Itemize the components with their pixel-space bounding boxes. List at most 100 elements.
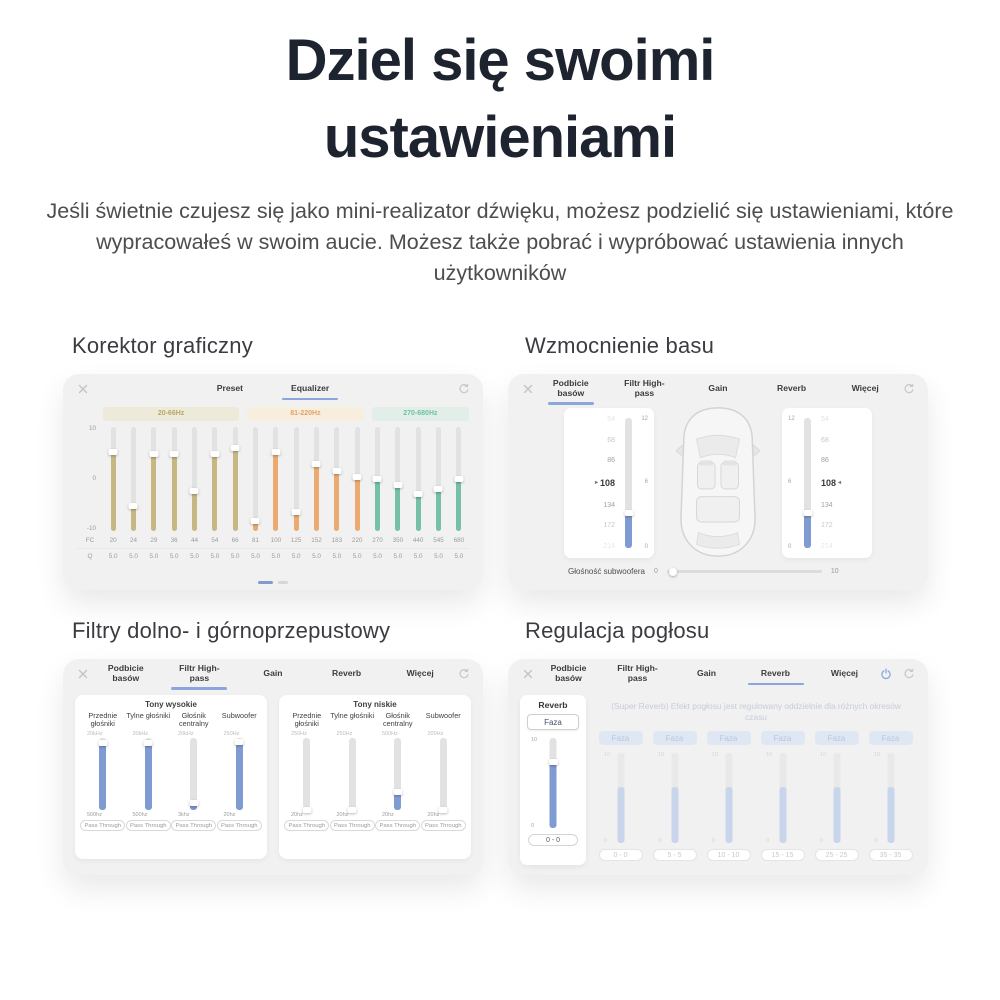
slider-handle[interactable]: [98, 740, 108, 747]
bass-frequency-wheel-right[interactable]: 54 68 86 108 ◂ 134 172 214: [814, 416, 866, 550]
phase-button-disabled[interactable]: Faza: [706, 731, 751, 745]
bass-frequency-214[interactable]: 214: [603, 542, 615, 550]
pagination-dot[interactable]: [258, 581, 273, 584]
reverb-slider-disabled[interactable]: [725, 753, 732, 843]
eq-slider-track[interactable]: [372, 427, 382, 531]
tab-wi-cej[interactable]: Więcej: [851, 383, 879, 394]
refresh-icon[interactable]: [902, 668, 915, 681]
bass-frequency-wheel-left[interactable]: 54 68 86 ▸ 108 134 172 214: [570, 416, 622, 550]
tab-reverb[interactable]: Reverb: [741, 667, 810, 685]
slider-handle[interactable]: [149, 451, 159, 458]
time-range-button[interactable]: 35 - 35: [868, 849, 913, 861]
slider-handle[interactable]: [454, 476, 464, 482]
eq-slider-29hz[interactable]: [144, 427, 164, 531]
close-icon[interactable]: [76, 668, 89, 681]
tab-preset[interactable]: Preset: [216, 383, 244, 394]
subwoofer-volume-slider[interactable]: [666, 567, 822, 576]
eq-slider-54hz[interactable]: [205, 427, 225, 531]
phase-button-disabled[interactable]: Faza: [868, 731, 913, 745]
phase-button-disabled[interactable]: Faza: [760, 731, 805, 745]
bass-frequency-86[interactable]: 86: [607, 457, 615, 465]
bass-frequency-108[interactable]: 108 ◂: [821, 477, 842, 488]
slider-handle[interactable]: [234, 738, 244, 745]
slider-handle[interactable]: [393, 482, 403, 489]
slider-handle[interactable]: [347, 807, 357, 813]
tab-reverb[interactable]: Reverb: [332, 668, 362, 679]
slider-handle[interactable]: [169, 451, 179, 458]
phase-button-disabled[interactable]: Faza: [598, 731, 643, 745]
eq-slider-track[interactable]: [393, 427, 403, 531]
bass-frequency-54[interactable]: 54: [821, 416, 829, 423]
eq-slider-545hz[interactable]: [428, 427, 448, 531]
eq-slider-track[interactable]: [210, 427, 220, 531]
eq-slider-220hz[interactable]: [347, 427, 367, 531]
eq-slider-track[interactable]: [291, 427, 301, 531]
pass-through-button[interactable]: Pass Through: [80, 820, 126, 831]
slider-handle[interactable]: [108, 448, 118, 455]
eq-slider-20hz[interactable]: [103, 427, 123, 531]
slider-handle[interactable]: [210, 451, 220, 458]
tab-gain[interactable]: Gain: [696, 668, 717, 679]
refresh-icon[interactable]: [457, 383, 470, 396]
pagination-dot[interactable]: [278, 581, 288, 584]
pass-through-button[interactable]: Pass Through: [171, 820, 217, 831]
reverb-slider-disabled[interactable]: [617, 753, 624, 843]
slider-handle[interactable]: [803, 509, 812, 516]
reverb-phase-button[interactable]: Faza: [527, 714, 579, 730]
filter-slider[interactable]: [234, 738, 244, 810]
slider-handle[interactable]: [302, 807, 312, 813]
tab-filtr-high-pass[interactable]: Filtr High-pass: [617, 663, 658, 683]
eq-slider-track[interactable]: [189, 427, 199, 531]
tab-podbicie-bas-w[interactable]: Podbicie basów: [107, 663, 144, 683]
reverb-level-slider[interactable]: 10 0: [520, 735, 586, 831]
tab-reverb[interactable]: Reverb: [777, 383, 807, 394]
time-range-button[interactable]: 5 - 5: [652, 849, 697, 861]
tab-wi-cej[interactable]: Więcej: [830, 668, 859, 679]
reverb-slider-disabled[interactable]: [671, 753, 678, 843]
eq-slider-track[interactable]: [149, 427, 159, 531]
slider-handle[interactable]: [413, 490, 423, 497]
filter-slider[interactable]: [98, 738, 108, 810]
tab-wi-cej[interactable]: Więcej: [406, 668, 434, 679]
eq-slider-24hz[interactable]: [123, 427, 143, 531]
eq-slider-track[interactable]: [250, 427, 260, 531]
slider-handle[interactable]: [332, 467, 342, 474]
slider-handle[interactable]: [128, 503, 138, 510]
bass-frequency-134[interactable]: 134: [603, 501, 615, 509]
slider-handle[interactable]: [189, 799, 199, 806]
eq-slider-270hz[interactable]: [367, 427, 387, 531]
eq-slider-125hz[interactable]: [286, 427, 306, 531]
time-range-button[interactable]: 15 - 15: [760, 849, 805, 861]
eq-slider-36hz[interactable]: [164, 427, 184, 531]
reverb-slider-disabled[interactable]: [887, 753, 894, 843]
power-icon[interactable]: [879, 668, 892, 681]
slider-handle[interactable]: [271, 448, 281, 455]
time-range-button[interactable]: 0 - 0: [598, 849, 643, 861]
eq-slider-track[interactable]: [311, 427, 321, 531]
slider-handle[interactable]: [372, 476, 382, 482]
phase-button-disabled[interactable]: Faza: [652, 731, 697, 745]
eq-slider-track[interactable]: [332, 427, 342, 531]
eq-slider-44hz[interactable]: [184, 427, 204, 531]
pass-through-button[interactable]: Pass Through: [284, 820, 330, 831]
eq-slider-track[interactable]: [169, 427, 179, 531]
eq-slider-track[interactable]: [454, 427, 464, 531]
close-icon[interactable]: [521, 668, 534, 681]
eq-slider-track[interactable]: [352, 427, 362, 531]
pass-through-button[interactable]: Pass Through: [329, 820, 375, 831]
slider-handle[interactable]: [393, 789, 403, 795]
pass-through-button[interactable]: Pass Through: [125, 820, 171, 831]
filter-slider[interactable]: [347, 738, 357, 813]
eq-slider-183hz[interactable]: [327, 427, 347, 531]
subwoofer-slider-handle[interactable]: [669, 567, 678, 576]
phase-button-disabled[interactable]: Faza: [814, 731, 859, 745]
reverb-slider-disabled[interactable]: [779, 753, 786, 843]
bass-frequency-108[interactable]: ▸ 108: [594, 477, 615, 488]
pass-through-button[interactable]: Pass Through: [375, 820, 421, 831]
pass-through-button[interactable]: Pass Through: [420, 820, 466, 831]
reverb-slider-track[interactable]: [548, 738, 558, 828]
bass-gain-track[interactable]: [624, 418, 633, 548]
slider-handle[interactable]: [548, 759, 558, 766]
eq-slider-66hz[interactable]: [225, 427, 245, 531]
bass-level-slider-left[interactable]: 12 6 0: [622, 416, 648, 550]
